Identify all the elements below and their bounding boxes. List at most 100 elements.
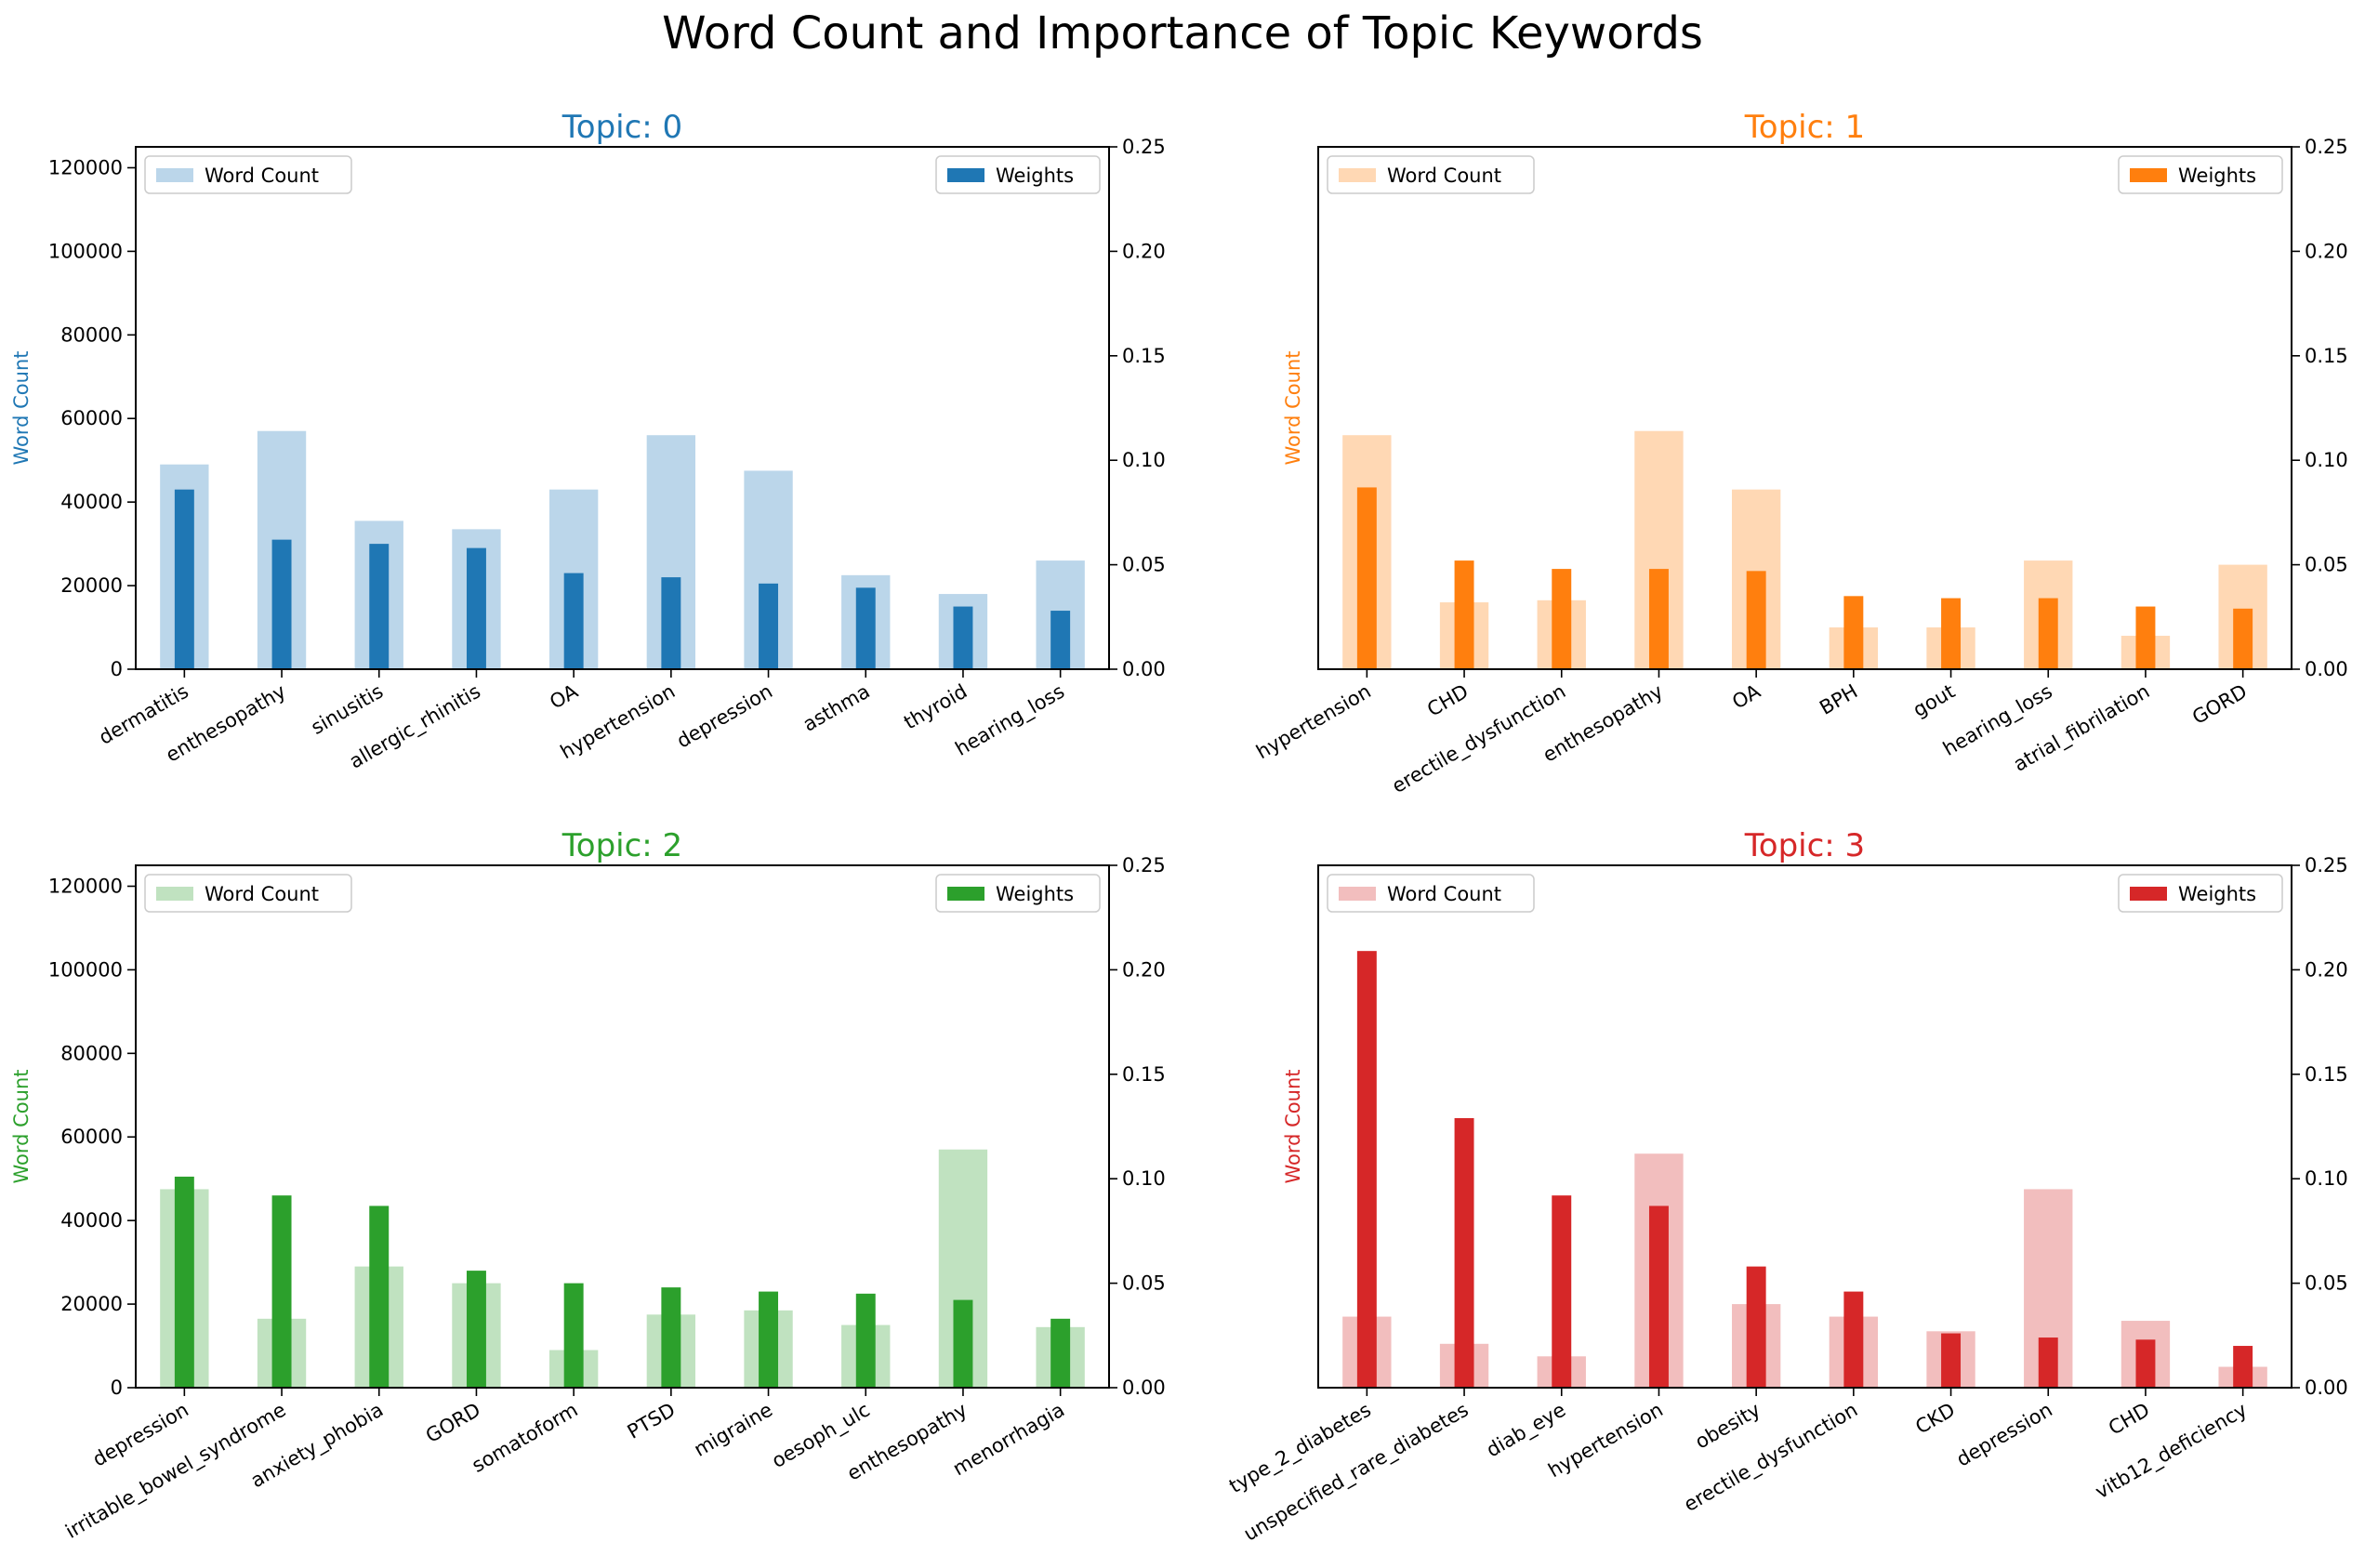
x-tick-label-sinusitis: sinusitis xyxy=(307,680,387,739)
legend-swatch xyxy=(1339,887,1376,901)
x-tick-label-migraine: migraine xyxy=(690,1399,776,1461)
x-tick-label-erectile_dysfunction: erectile_dysfunction xyxy=(1680,1399,1862,1517)
weight-bar-CHD xyxy=(1454,560,1474,669)
x-tick-label-CHD: CHD xyxy=(1423,680,1472,721)
weight-bar-obesity xyxy=(1746,1266,1766,1388)
right-tick-label: 0.20 xyxy=(2305,958,2348,981)
x-tick-label-obesity: obesity xyxy=(1691,1399,1764,1454)
right-tick-label: 0.25 xyxy=(2305,854,2348,876)
legend-swatch xyxy=(2130,168,2167,182)
x-tick-label-hearing_loss: hearing_loss xyxy=(951,680,1068,761)
left-tick-label: 40000 xyxy=(60,491,123,513)
right-tick-label: 0.00 xyxy=(2305,658,2348,680)
weight-bar-depression xyxy=(759,583,779,669)
legend-swatch xyxy=(156,168,193,182)
weight-bar-hearing_loss xyxy=(1050,611,1071,669)
left-tick-label: 0 xyxy=(111,1377,123,1399)
weight-bar-vitb12_deficiency xyxy=(2233,1346,2253,1388)
figure-title: Word Count and Importance of Topic Keywo… xyxy=(662,7,1703,59)
left-tick-label: 100000 xyxy=(48,240,123,262)
legend-label: Word Count xyxy=(1387,165,1501,187)
weight-bar-depression xyxy=(2038,1337,2058,1388)
weight-bar-thyroid xyxy=(953,606,973,669)
legend-weights: Weights xyxy=(935,155,1101,194)
legend-box xyxy=(144,155,352,194)
legend-box xyxy=(2118,874,2283,913)
left-tick-label: 100000 xyxy=(48,958,123,981)
subplot-title: Topic: 3 xyxy=(1744,827,1865,864)
weight-bar-PTSD xyxy=(661,1287,681,1388)
y-axis-label: Word Count xyxy=(10,350,33,465)
y-axis-label: Word Count xyxy=(1282,1069,1304,1183)
right-tick-label: 0.05 xyxy=(1122,554,1166,576)
left-tick-label: 80000 xyxy=(60,1042,123,1064)
right-tick-label: 0.10 xyxy=(2305,1167,2348,1190)
weight-bar-enthesopathy xyxy=(1648,569,1669,669)
weight-bar-OA xyxy=(1746,571,1766,669)
right-tick-label: 0.20 xyxy=(2305,240,2348,262)
weight-bar-hearing_loss xyxy=(2038,598,2058,669)
weight-bar-GORD xyxy=(466,1271,486,1388)
legend-box xyxy=(935,874,1101,913)
axes-frame xyxy=(135,146,1110,670)
right-tick-label: 0.25 xyxy=(1122,854,1166,876)
weight-bar-BPH xyxy=(1843,596,1864,669)
weight-bar-somatoform xyxy=(563,1283,584,1388)
left-tick-label: 80000 xyxy=(60,323,123,346)
weight-bar-CKD xyxy=(1941,1333,1962,1388)
right-tick-label: 0.00 xyxy=(2305,1377,2348,1399)
right-tick-label: 0.15 xyxy=(2305,345,2348,367)
legend-box xyxy=(1327,874,1535,913)
x-tick-label-GORD: GORD xyxy=(2188,680,2251,730)
right-tick-label: 0.05 xyxy=(1122,1272,1166,1295)
left-tick-label: 60000 xyxy=(60,1126,123,1148)
legend-swatch xyxy=(947,168,984,182)
weight-bar-allergic_rhinitis xyxy=(466,547,486,669)
weight-bar-oesoph_ulc xyxy=(855,1293,876,1388)
right-tick-label: 0.25 xyxy=(1122,136,1166,158)
legend-word-count: Word Count xyxy=(1327,155,1535,194)
legend-label: Weights xyxy=(996,883,1074,905)
left-tick-label: 120000 xyxy=(48,875,123,897)
panel-topic-3: 0.000.050.100.150.200.25type_2_diabetesu… xyxy=(1225,827,2348,1547)
right-tick-label: 0.25 xyxy=(2305,136,2348,158)
x-tick-label-thyroid: thyroid xyxy=(900,680,971,734)
right-tick-label: 0.05 xyxy=(2305,1272,2348,1295)
legend-swatch xyxy=(156,887,193,901)
panel-topic-2: 0 20000 40000 60000 80000 100000 120000 0.00 0.0… xyxy=(10,827,1166,1544)
legend-swatch xyxy=(2130,887,2167,901)
weight-bar-anxiety_phobia xyxy=(369,1206,390,1388)
right-tick-label: 0.20 xyxy=(1122,240,1166,262)
legend-weights: Weights xyxy=(2118,874,2283,913)
x-tick-label-hypertension: hypertension xyxy=(1252,680,1375,764)
legend-weights: Weights xyxy=(2118,155,2283,194)
legend-box xyxy=(2118,155,2283,194)
weight-bar-unspecified_rare_diabetes xyxy=(1454,1118,1474,1388)
x-tick-label-diab_eye: diab_eye xyxy=(1483,1399,1570,1463)
legend-label: Word Count xyxy=(205,883,319,905)
x-tick-label-GORD: GORD xyxy=(422,1399,484,1448)
weight-bar-hypertension xyxy=(1356,487,1377,669)
left-tick-label: 60000 xyxy=(60,407,123,429)
weight-bar-enthesopathy xyxy=(953,1299,973,1388)
left-tick-label: 40000 xyxy=(60,1209,123,1232)
x-tick-label-erectile_dysfunction: erectile_dysfunction xyxy=(1388,680,1570,798)
weight-bar-asthma xyxy=(855,587,876,669)
subplot-title: Topic: 0 xyxy=(562,109,682,146)
legend-word-count: Word Count xyxy=(1327,874,1535,913)
x-tick-label-depression: depression xyxy=(673,680,776,753)
weight-bar-diab_eye xyxy=(1552,1195,1572,1388)
legend-label: Weights xyxy=(2178,165,2256,187)
right-tick-label: 0.15 xyxy=(2305,1063,2348,1086)
subplot-title: Topic: 1 xyxy=(1744,109,1865,146)
left-tick-label: 20000 xyxy=(60,1293,123,1315)
axes-frame xyxy=(1317,146,2292,670)
legend-box xyxy=(1327,155,1535,194)
right-tick-label: 0.00 xyxy=(1122,658,1166,680)
legend-box xyxy=(144,874,352,913)
right-tick-label: 0.00 xyxy=(1122,1377,1166,1399)
right-tick-label: 0.20 xyxy=(1122,958,1166,981)
weight-bar-menorrhagia xyxy=(1050,1318,1071,1388)
panel-topic-1: 0.00 0.05 0.10 0.15 0.20 0.25 hypertension CHDe… xyxy=(1252,109,2347,798)
